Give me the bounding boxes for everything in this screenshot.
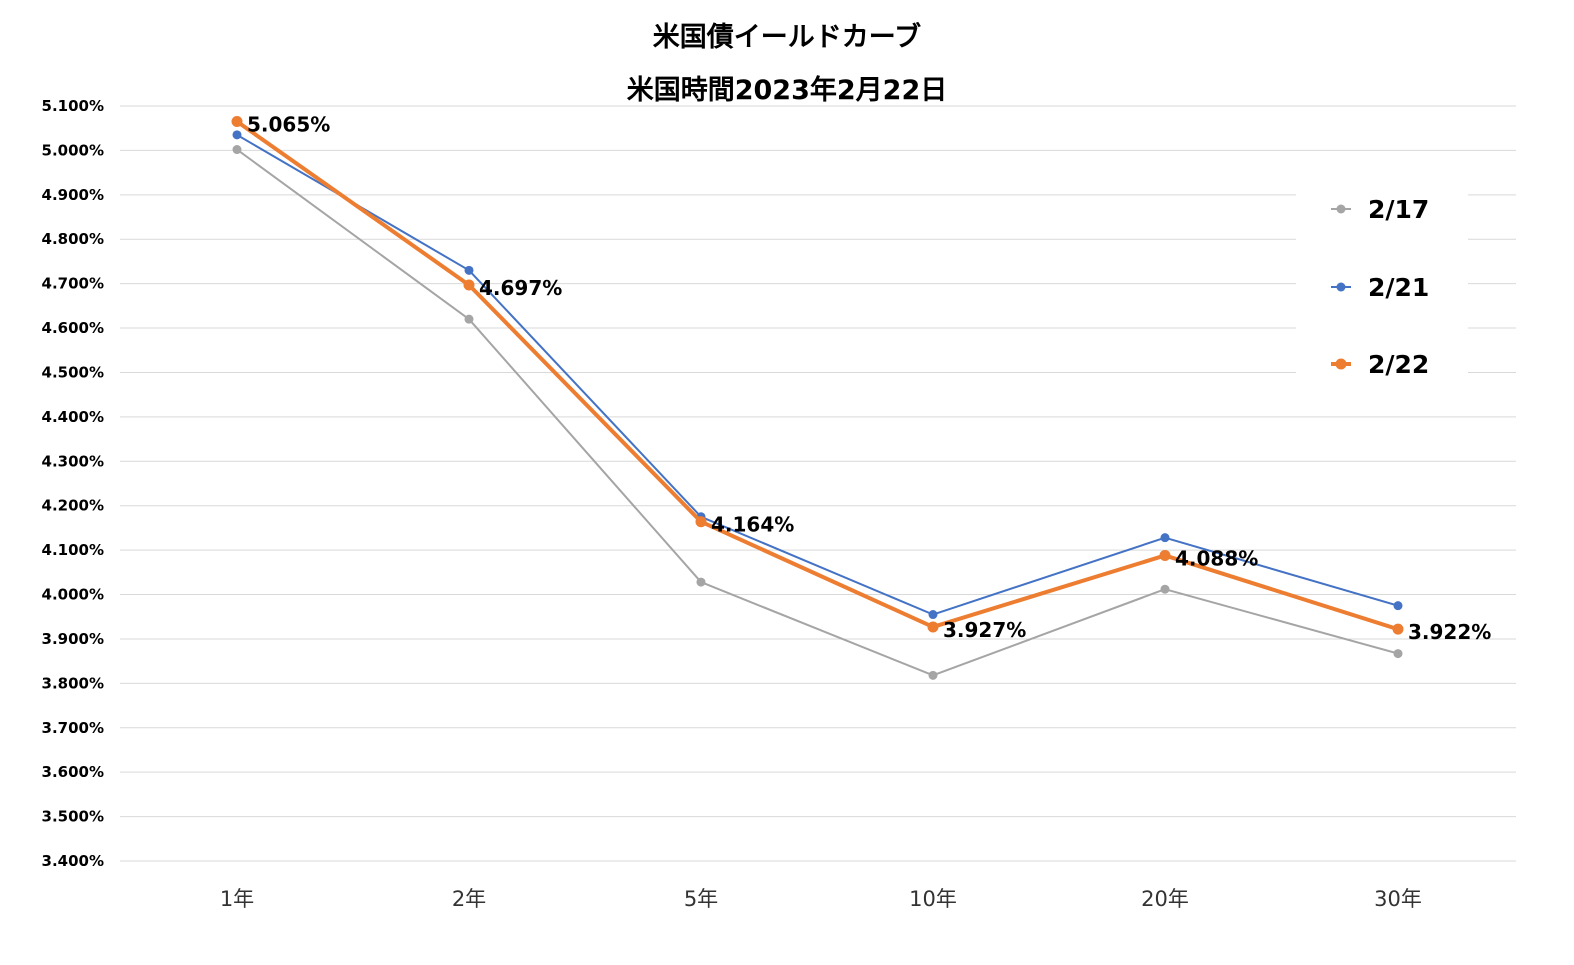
y-tick-label: 4.400% [42,408,104,426]
y-tick-label: 4.300% [42,452,104,470]
x-tick-label: 5年 [684,887,718,911]
x-tick-label: 1年 [220,887,254,911]
data-point [464,265,474,275]
y-tick-label: 4.900% [42,186,104,204]
chart-title: 米国債イールドカーブ [653,21,921,53]
data-point [232,130,242,140]
y-tick-label: 4.000% [42,586,104,604]
legend-label: 2/22 [1368,350,1429,379]
x-tick-label: 30年 [1374,887,1422,911]
y-tick-label: 4.800% [42,230,104,248]
data-point [464,314,474,324]
y-tick-label: 4.100% [42,541,104,559]
data-point [1392,623,1404,635]
y-tick-label: 4.600% [42,319,104,337]
data-point [928,610,938,620]
y-tick-label: 3.400% [42,852,104,870]
x-axis-ticks: 1年 2年 5年 10年 20年 30年 [220,887,1422,911]
y-tick-label: 4.500% [42,363,104,381]
legend-marker [1336,282,1346,292]
legend-marker [1336,204,1346,214]
y-tick-label: 4.700% [42,275,104,293]
data-point [695,516,707,528]
legend-label: 2/17 [1368,195,1429,224]
series-line [235,119,1399,632]
y-tick-label: 5.000% [42,141,104,159]
y-tick-label: 3.800% [42,674,104,692]
series-line [236,134,1399,616]
y-tick-label: 3.500% [42,808,104,826]
data-point [927,621,939,633]
series-lines [231,116,1404,680]
y-tick-label: 3.700% [42,719,104,737]
data-point [1160,584,1170,594]
data-label: 4.164% [711,513,794,537]
series-line [236,148,1399,677]
y-tick-label: 5.100% [42,97,104,115]
legend: 2/17 2/21 2/22 [1296,165,1468,397]
series-2-22 [231,116,1404,635]
legend-item: 2/22 [1331,350,1429,379]
x-tick-label: 2年 [452,887,486,911]
series-2-17 [232,145,1403,680]
data-label: 4.697% [479,276,562,300]
y-tick-label: 3.600% [42,763,104,781]
y-axis-ticks: 3.400% 3.500% 3.600% 3.700% 3.800% 3.900% 4.00… [42,97,104,870]
y-tick-label: 3.900% [42,630,104,648]
gridlines [120,105,1516,862]
data-point [928,670,938,680]
chart-subtitle: 米国時間2023年2月22日 [627,74,948,106]
legend-label: 2/21 [1368,273,1429,302]
data-labels: 5.065% 4.697% 4.164% 3.927% 4.088% 3.922% [247,113,1491,645]
data-point [696,577,706,587]
legend-item: 2/17 [1331,195,1429,224]
data-point [232,145,242,155]
legend-box [1296,165,1468,397]
data-point [1393,649,1403,659]
data-point [1159,549,1171,561]
legend-item: 2/21 [1331,273,1429,302]
data-point [231,116,243,128]
data-point [1393,601,1403,611]
data-label: 4.088% [1175,546,1258,570]
data-label: 5.065% [247,113,330,137]
data-point [463,279,475,291]
y-tick-label: 4.200% [42,497,104,515]
x-tick-label: 10年 [909,887,957,911]
legend-marker [1335,358,1347,370]
data-point [1160,533,1170,543]
series-2-21 [232,130,1403,620]
data-label: 3.927% [943,618,1026,642]
x-tick-label: 20年 [1141,887,1189,911]
data-label: 3.922% [1408,620,1491,644]
